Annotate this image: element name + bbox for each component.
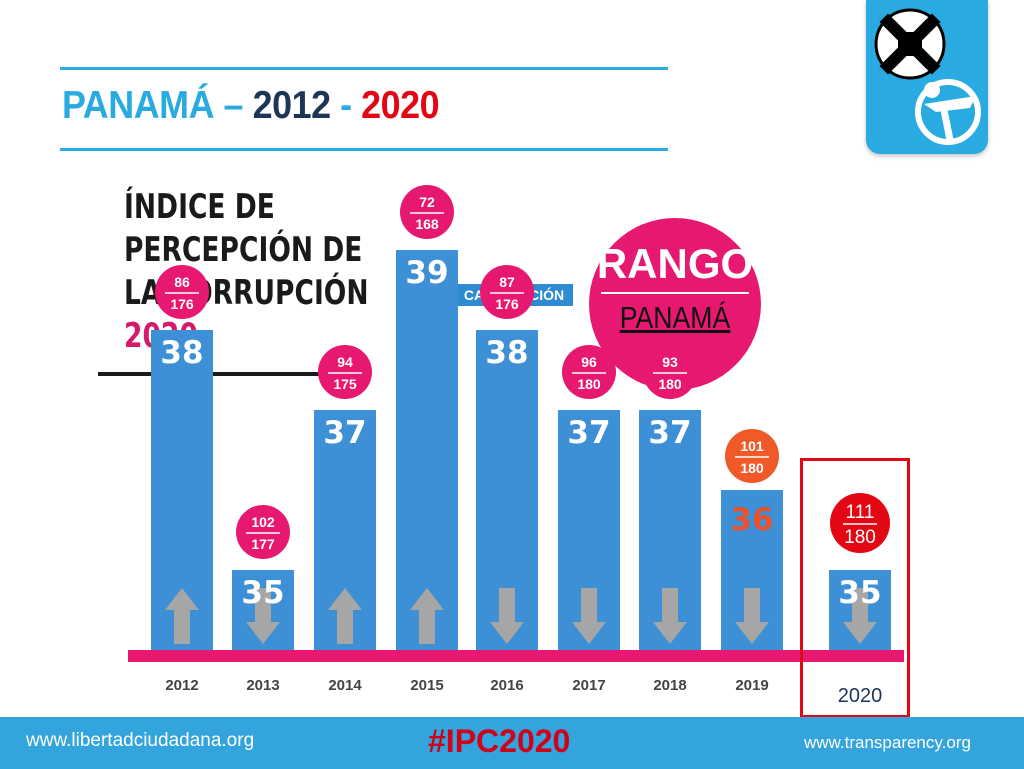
page-title: PANAMÁ – 2012 - 2020 [62,84,440,128]
trend-down-arrow-2016 [490,588,524,644]
x-in-circle-logo [874,8,946,80]
rank-circle-2013 [236,505,290,559]
score-label-2014: 37 [323,415,366,451]
trend-up-arrow-2015 [410,588,444,644]
rank-value-2018: 93 [662,354,678,370]
transparency-international-logo [915,79,981,145]
title-year-end: 2020 [361,84,440,127]
title-country: PANAMÁ [62,84,215,127]
trend-up-arrow-2012 [165,588,199,644]
rank-legend-divider [601,292,749,294]
rank-value-2017: 96 [581,354,597,370]
logo-panel [866,0,988,154]
rank-total-2019: 180 [740,460,764,476]
trend-up-arrow-2014 [328,588,362,644]
rank-total-2018: 180 [658,376,682,392]
rank-value-2013: 102 [251,514,275,530]
trend-down-arrow-2020 [843,588,877,644]
footer-right-url[interactable]: www.transparency.org [804,733,971,752]
rank-legend-subtitle: PANAMÁ [619,300,731,335]
score-label-2015: 39 [405,255,448,291]
trend-down-arrow-2018 [653,588,687,644]
score-label-2013: 35 [241,575,284,611]
score-label-2016: 38 [485,335,528,371]
x-tick-label-2014: 2014 [328,677,362,694]
rank-value-2019: 101 [740,438,764,454]
rank-total-2016: 176 [495,296,519,312]
rank-circle-2012 [155,265,209,319]
chart-baseline [128,650,904,662]
score-label-2018: 37 [648,415,691,451]
title-separator: - [340,84,352,127]
footer-left-url[interactable]: www.libertadciudadana.org [26,730,255,751]
heading-underline [98,372,342,376]
footer-bar: www.libertadciudadana.org #IPC2020 www.t… [0,717,1024,769]
x-tick-label-2019: 2019 [735,677,768,694]
x-tick-label-2016: 2016 [490,677,523,694]
rank-total-2017: 180 [577,376,601,392]
rank-circle-2020 [830,493,890,553]
x-tick-label-2015: 2015 [410,677,443,694]
rank-total-2020: 180 [844,527,876,548]
x-tick-label-2020: 2020 [838,685,883,707]
score-label-2020: 35 [838,575,881,611]
rank-circle-2019 [725,429,779,483]
score-label-2017: 37 [567,415,610,451]
rank-circle-2016 [480,265,534,319]
x-tick-label-2017: 2017 [572,677,605,694]
title-year-start: 2012 [252,84,331,127]
footer-hashtag: #IPC2020 [428,723,571,759]
rank-value-2016: 87 [499,274,515,290]
score-label-2019: 36 [730,502,773,538]
rank-circle-2015 [400,185,454,239]
trend-down-arrow-2019 [735,588,769,644]
score-label-2012: 38 [160,335,203,371]
trend-down-arrow-2013 [246,588,280,644]
rank-value-2012: 86 [174,274,190,290]
rank-circle-2018 [643,345,697,399]
title-dash: – [223,84,244,127]
x-tick-label-2012: 2012 [165,677,198,694]
rank-value-2014: 94 [337,354,353,370]
rank-total-2015: 168 [415,216,439,232]
bar-2015 [396,250,458,650]
highlight-2020-frame [800,458,910,718]
rank-legend-title: RANGO [596,240,754,287]
rank-value-2015: 72 [419,194,435,210]
heading-line-1: ÍNDICE DE [124,187,275,227]
title-top-rule [60,67,668,70]
title-bottom-rule [60,148,668,151]
trend-down-arrow-2017 [572,588,606,644]
rank-total-2013: 177 [251,536,275,552]
rank-circle-2014 [318,345,372,399]
rank-circle-2017 [562,345,616,399]
heading-line-2: PERCEPCIÓN DE [124,230,363,270]
x-tick-label-2013: 2013 [246,677,279,694]
x-tick-label-2018: 2018 [653,677,686,694]
rank-value-2020: 111 [846,502,875,523]
rank-total-2014: 175 [333,376,357,392]
rank-total-2012: 176 [170,296,194,312]
